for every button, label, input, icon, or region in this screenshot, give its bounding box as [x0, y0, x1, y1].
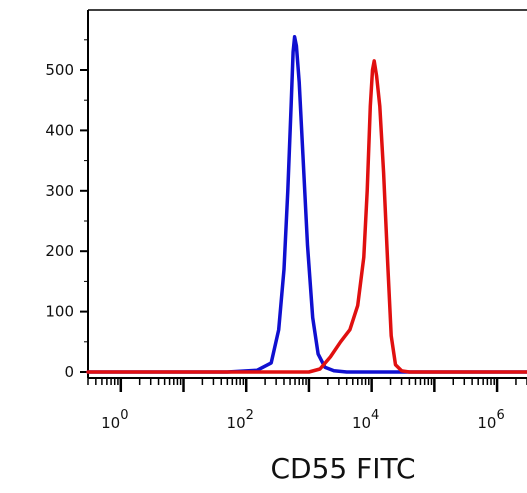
- x-axis-ticks: 100 102 104 106: [87, 378, 527, 432]
- y-tick-label: 0: [64, 363, 74, 381]
- series-line-1: [86, 35, 527, 374]
- y-tick-label: 300: [45, 182, 74, 200]
- series-line-2: [86, 59, 527, 374]
- x-axis-label: CD55 FITC: [270, 452, 415, 485]
- y-tick-label: 500: [45, 61, 74, 79]
- y-axis-ticks: 0 100 200 300 400 500: [45, 39, 88, 381]
- x-tick-label: 102: [227, 408, 254, 432]
- x-tick-label: 104: [352, 408, 379, 432]
- y-tick-label: 400: [45, 121, 74, 139]
- y-tick-label: 200: [45, 242, 74, 260]
- series-layer: [86, 35, 527, 374]
- x-tick-label: 100: [101, 408, 128, 432]
- y-tick-label: 100: [45, 303, 74, 321]
- x-tick-label: 106: [477, 408, 504, 432]
